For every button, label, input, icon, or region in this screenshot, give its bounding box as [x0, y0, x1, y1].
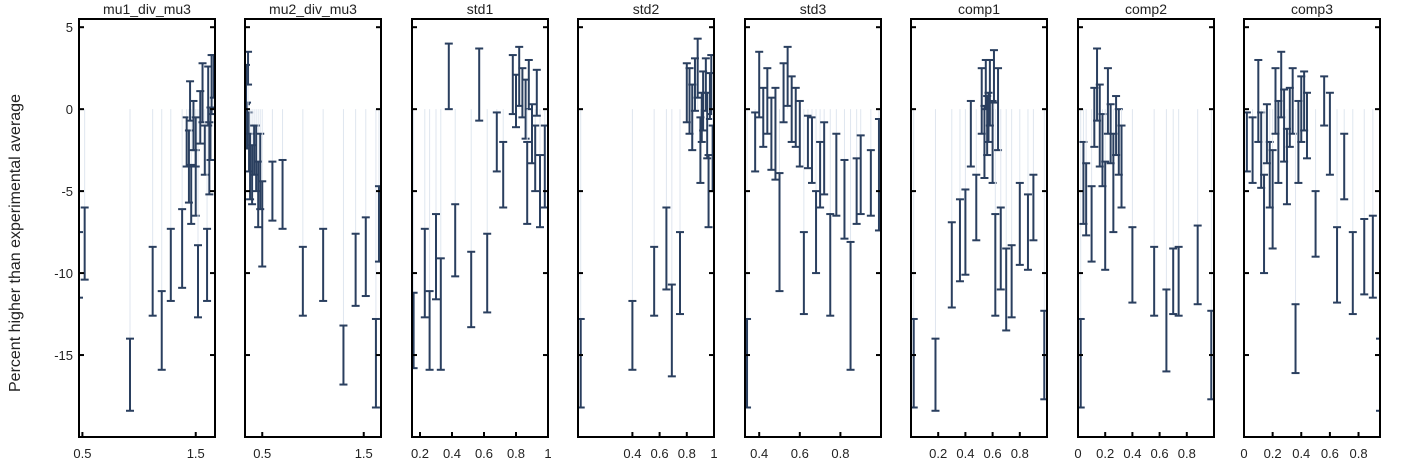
panel-2-title: std1 [467, 1, 494, 17]
panel-2-x-tick-label-2: 0.6 [475, 446, 493, 461]
panel-6-x-tick-label-0: 0 [1074, 446, 1081, 461]
panel-4-x-tick-label-2: 0.8 [831, 446, 849, 461]
panel-3-x-tick-label-1: 0.6 [651, 446, 669, 461]
panel-2-x-tick-label-1: 0.4 [443, 446, 461, 461]
panel-5-frame [910, 18, 1048, 438]
y-tick-label-3: -10 [54, 266, 73, 281]
panel-6-title: comp2 [1125, 1, 1167, 17]
panel-5-x-tick-label-0: 0.2 [929, 446, 947, 461]
panel-5-title: comp1 [958, 1, 1000, 17]
panel-6-x-tick-label-3: 0.6 [1151, 446, 1169, 461]
y-tick-label-0: 5 [66, 20, 73, 35]
panel-6-plot-area [1078, 47, 1214, 409]
panel-7-frame [1243, 18, 1381, 438]
y-tick-label-2: -5 [61, 184, 73, 199]
panel-6-x-tick-label-4: 0.8 [1178, 446, 1196, 461]
panel-4: 0.4 0.6 0.8 std3 [744, 1, 882, 461]
panel-5-plot-area [911, 49, 1047, 412]
panel-3-x-tick-label-3: 1 [710, 446, 717, 461]
panel-6-frame [1077, 18, 1215, 438]
panel-4-frame [744, 18, 882, 438]
panel-0-title: mu1_div_mu3 [103, 1, 191, 17]
panel-6-x-tick-label-2: 0.4 [1123, 446, 1141, 461]
panel-2-frame [411, 18, 549, 438]
panel-4-x-tick-label-0: 0.4 [750, 446, 768, 461]
panel-3-x-tick-label-2: 0.8 [678, 446, 696, 461]
panel-1-plot-area [245, 50, 381, 409]
y-tick-label-4: -15 [54, 348, 73, 363]
panel-3-frame [577, 18, 715, 438]
panel-5-x-tick-label-3: 0.8 [1011, 446, 1029, 461]
panel-1: 0.5 1.5 mu2_div_mu3 [244, 1, 382, 461]
panel-6: 0 0.2 0.4 0.6 0.8 comp2 [1074, 1, 1215, 461]
panel-2-x-tick-label-3: 0.8 [507, 446, 525, 461]
panel-4-x-tick-label-1: 0.6 [791, 446, 809, 461]
panel-3: 0.4 0.6 0.8 1 std2 [577, 1, 718, 461]
panel-7-x-tick-label-0: 0 [1240, 446, 1247, 461]
panel-5-x-tick-label-1: 0.4 [956, 446, 974, 461]
panel-0-frame [78, 18, 216, 438]
y-axis-label: Percent higher than experimental average [7, 94, 24, 392]
panel-1-title: mu2_div_mu3 [269, 1, 357, 17]
panel-7-title: comp3 [1291, 1, 1333, 17]
panel-5: 0.2 0.4 0.6 0.8 comp1 [910, 1, 1048, 461]
panel-0-x-tick-label-1: 1.5 [187, 446, 205, 461]
panel-1-x-tick-label-1: 1.5 [355, 446, 373, 461]
panel-4-title: std3 [800, 1, 827, 17]
panel-3-title: std2 [633, 1, 660, 17]
chart-panels: 5 0 -5 -10 -15 0.5 1.5 mu1_div_mu3 0.5 1.5 mu2_div… [54, 1, 1381, 461]
panel-0-x-tick-label-0: 0.5 [73, 446, 91, 461]
panel-7-plot-area [1244, 50, 1380, 412]
panel-4-plot-area [745, 45, 881, 409]
panel-2-x-tick-label-0: 0.2 [411, 446, 429, 461]
panel-7-x-tick-label-1: 0.2 [1264, 446, 1282, 461]
panel-0: 5 0 -5 -10 -15 0.5 1.5 mu1_div_mu3 [54, 1, 216, 461]
y-tick-label-1: 0 [66, 102, 73, 117]
panel-2: 0.2 0.4 0.6 0.8 1 std1 [411, 1, 552, 461]
panel-1-x-tick-label-0: 0.5 [253, 446, 271, 461]
panel-3-x-tick-label-0: 0.4 [623, 446, 641, 461]
panel-7-x-tick-label-3: 0.6 [1321, 446, 1339, 461]
panel-2-plot-area [412, 42, 548, 371]
panel-0-plot-area [79, 54, 215, 412]
panel-6-x-tick-label-1: 0.2 [1096, 446, 1114, 461]
panel-1-frame [244, 18, 382, 438]
panel-7-x-tick-label-4: 0.8 [1349, 446, 1367, 461]
panel-2-x-tick-label-4: 1 [544, 446, 551, 461]
panel-3-plot-area [578, 37, 714, 409]
panel-7: 0 0.2 0.4 0.6 0.8 comp3 [1240, 1, 1381, 461]
panel-5-x-tick-label-2: 0.6 [984, 446, 1002, 461]
panel-7-x-tick-label-2: 0.4 [1292, 446, 1310, 461]
